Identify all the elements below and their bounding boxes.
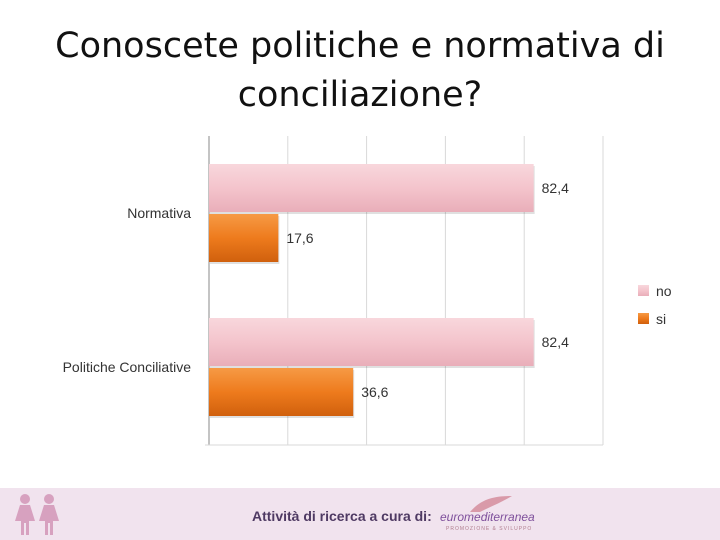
legend-label: si [656,311,666,327]
page-title: Conoscete politiche e normativa di conci… [0,22,720,120]
bar-si [209,214,279,262]
data-label: 36,6 [361,384,388,400]
bar-no [209,318,534,366]
data-label: 17,6 [286,230,313,246]
legend-swatch-no [638,285,649,296]
data-label: 82,4 [542,334,569,350]
legend-label: no [656,283,672,299]
title-line-1: Conoscete politiche e normativa di [55,26,665,66]
title-line-2: conciliazione? [237,75,483,115]
bar-no [209,164,534,212]
brand-logo-subtext: PROMOZIONE & SVILUPPO [446,526,533,532]
bar-chart: 82,4 17,6 Normativa 82,4 36,6 Politiche Conci… [63,136,672,446]
footer-banner: Attività di ricerca a cura di: euromedit… [0,488,720,540]
footer-text: Attività di ricerca a cura di: [252,508,432,524]
brand-logo-text: euromediterranea [440,510,535,524]
women-icon [15,494,59,535]
wing-logo-icon [470,496,512,512]
category-label: Normativa [127,205,191,221]
category-label: Politiche Conciliative [63,359,192,375]
legend-swatch-si [638,313,649,324]
data-label: 82,4 [542,180,569,196]
bar-si [209,368,354,416]
